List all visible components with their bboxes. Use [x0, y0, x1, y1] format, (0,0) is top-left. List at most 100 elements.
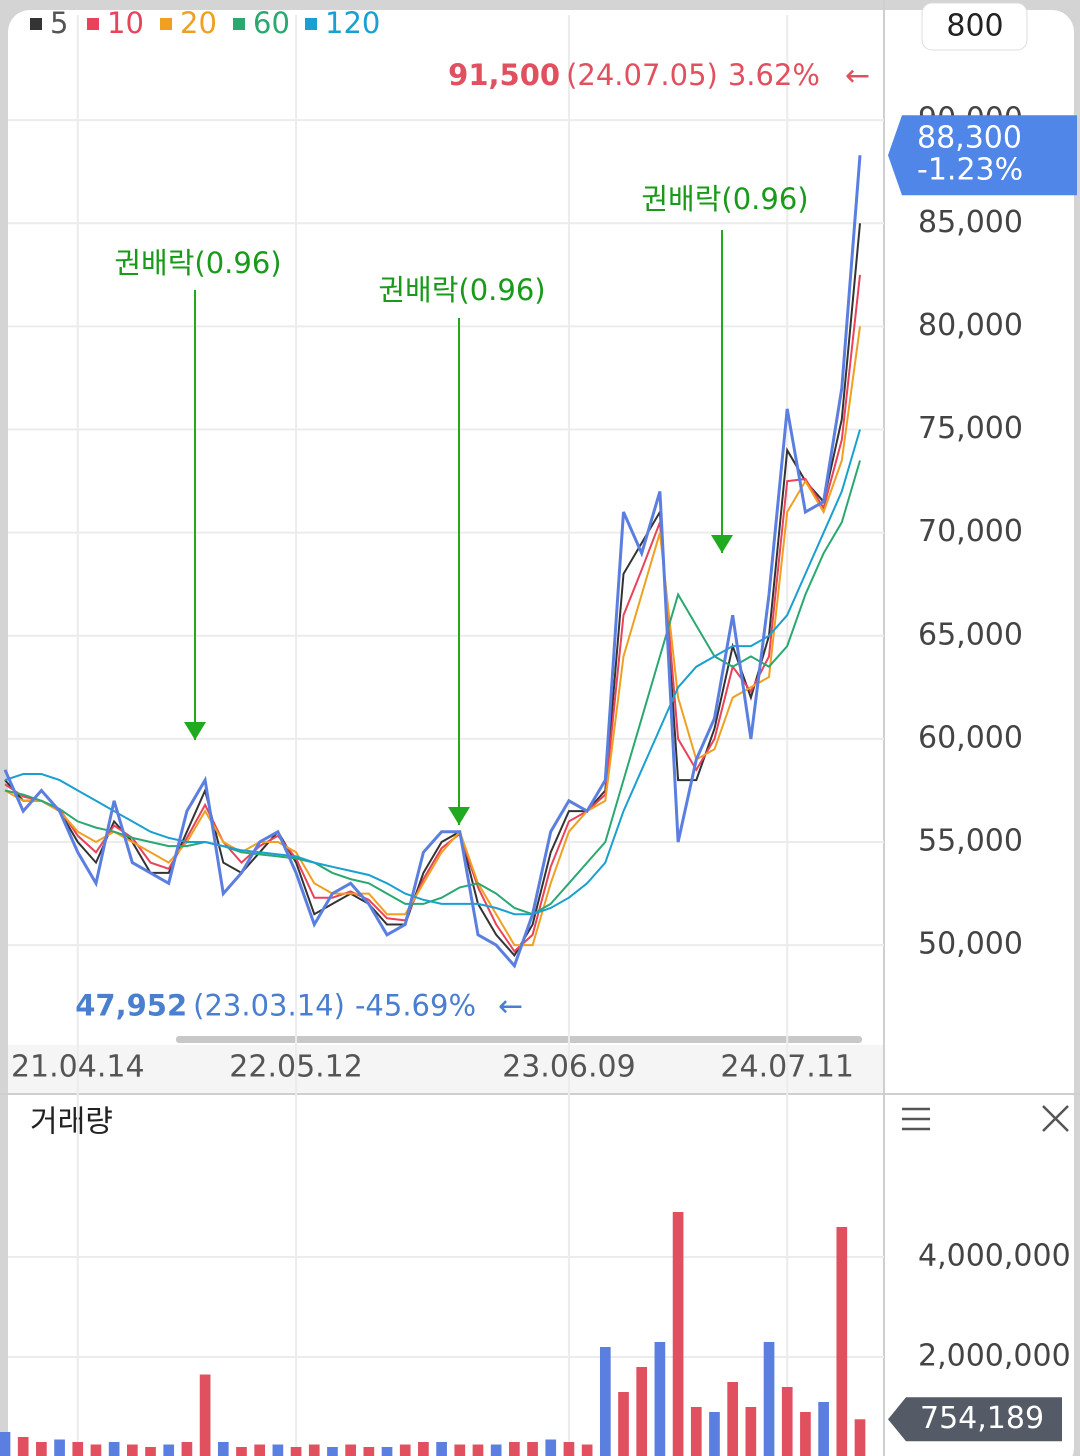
- volume-bar: [618, 1392, 629, 1456]
- volume-bar: [418, 1442, 429, 1456]
- arrow-head: [184, 722, 206, 740]
- volume-title: 거래량: [30, 1105, 113, 1140]
- volume-bar: [800, 1412, 811, 1456]
- volume-bar: [90, 1444, 102, 1456]
- ma-line: [4, 429, 861, 916]
- volume-bar: [745, 1407, 757, 1456]
- volume-bar: [454, 1444, 466, 1456]
- volume-bar: [36, 1442, 47, 1456]
- volume-bar: [126, 1444, 138, 1456]
- annotation: 권배락(0.96): [641, 182, 808, 216]
- volume-bar: [163, 1444, 175, 1456]
- volume-bar: [181, 1442, 193, 1456]
- volume-bar: [581, 1444, 593, 1456]
- legend-swatch: [160, 18, 172, 30]
- current-volume: 754,189: [920, 1401, 1044, 1436]
- volume-bar: [363, 1447, 375, 1456]
- y-tick-label: 60,000: [918, 720, 1023, 755]
- arrow-head: [448, 807, 470, 825]
- x-tick-label: 24.07.11: [720, 1050, 854, 1085]
- volume-bar: [290, 1447, 302, 1456]
- volume-bar: [108, 1442, 120, 1456]
- current-volume-box: [888, 1397, 1062, 1442]
- legend-label: 60: [253, 6, 290, 40]
- marker-arrow: ←: [498, 989, 523, 1024]
- x-axis-band: [8, 1045, 884, 1093]
- menu-icon[interactable]: [902, 1107, 930, 1131]
- legend-label: 20: [180, 6, 217, 40]
- y-tick-label: 70,000: [918, 514, 1023, 549]
- undefined: 91,500 (24.07.05) 3.62%: [448, 58, 820, 92]
- volume-bar: [199, 1374, 211, 1456]
- volume-bar: [672, 1212, 684, 1456]
- volume-bar: [472, 1444, 484, 1456]
- arrow-head: [711, 535, 733, 553]
- legend-label: 120: [325, 6, 380, 40]
- ma-line: [4, 223, 861, 958]
- volume-bar: [709, 1412, 720, 1456]
- volume-bar: [436, 1442, 447, 1456]
- current-price-box: [888, 115, 1077, 196]
- volume-bar: [308, 1444, 320, 1456]
- volume-bar: [763, 1342, 775, 1456]
- y-tick-label: 2,000,000: [918, 1339, 1071, 1374]
- legend-swatch: [305, 18, 317, 30]
- current-price: 88,300: [917, 121, 1022, 156]
- count-box[interactable]: [921, 2, 1028, 51]
- scrollbar[interactable]: [176, 1036, 862, 1043]
- legend-label: 5: [50, 6, 68, 40]
- volume-bar: [0, 1432, 11, 1456]
- legend-swatch: [30, 18, 42, 30]
- volume-bar: [636, 1367, 648, 1456]
- volume-bar: [381, 1447, 393, 1456]
- volume-bar: [236, 1447, 247, 1456]
- current-change: -1.23%: [917, 153, 1023, 188]
- volume-bar: [690, 1407, 702, 1456]
- count-value[interactable]: 800: [946, 9, 1003, 44]
- volume-bar: [217, 1442, 229, 1456]
- annotation: 권배락(0.96): [114, 246, 281, 280]
- volume-bar: [727, 1382, 739, 1456]
- price-line: [3, 155, 862, 969]
- legend-swatch: [233, 18, 245, 30]
- volume-bar: [399, 1444, 411, 1456]
- volume-bar: [272, 1444, 284, 1456]
- volume-bar: [527, 1442, 538, 1456]
- legend-label: 10: [107, 6, 144, 40]
- marker-arrow: ←: [845, 59, 870, 94]
- volume-bar: [836, 1227, 848, 1456]
- x-tick-label: 22.05.12: [229, 1050, 363, 1085]
- volume-bar: [54, 1439, 65, 1456]
- volume-bar: [654, 1342, 666, 1456]
- annotation: 권배락(0.96): [378, 273, 545, 307]
- volume-bar: [781, 1387, 793, 1456]
- y-tick-label: 75,000: [918, 411, 1023, 446]
- volume-bar: [599, 1347, 611, 1456]
- undefined: 47,952 (23.03.14) -45.69%: [75, 988, 476, 1022]
- volume-bar: [545, 1439, 557, 1456]
- close-icon[interactable]: [1042, 1105, 1069, 1132]
- ma-line: [4, 274, 861, 953]
- volume-bar: [345, 1444, 356, 1456]
- volume-bar: [327, 1447, 338, 1456]
- y-tick-label: 50,000: [918, 927, 1023, 962]
- marker-change: 3.62%: [728, 58, 820, 92]
- card: [8, 10, 1074, 1456]
- legend-swatch: [87, 18, 99, 30]
- volume-bar: [145, 1447, 156, 1456]
- marker-date: (23.03.14): [193, 988, 345, 1022]
- marker-label: 47,952: [75, 988, 187, 1022]
- volume-bar: [509, 1442, 520, 1456]
- volume-bar: [818, 1402, 829, 1456]
- x-tick-label: 21.04.14: [11, 1050, 145, 1085]
- y-tick-label: 65,000: [918, 617, 1023, 652]
- volume-bar: [72, 1442, 84, 1456]
- y-tick-label: 85,000: [918, 205, 1023, 240]
- ma-line: [4, 326, 861, 947]
- marker-label: 91,500: [448, 58, 560, 92]
- y-tick-label: 55,000: [918, 824, 1023, 859]
- marker-change: -45.69%: [355, 988, 476, 1022]
- y-tick-label: 4,000,000: [918, 1239, 1071, 1274]
- volume-bar: [17, 1437, 29, 1456]
